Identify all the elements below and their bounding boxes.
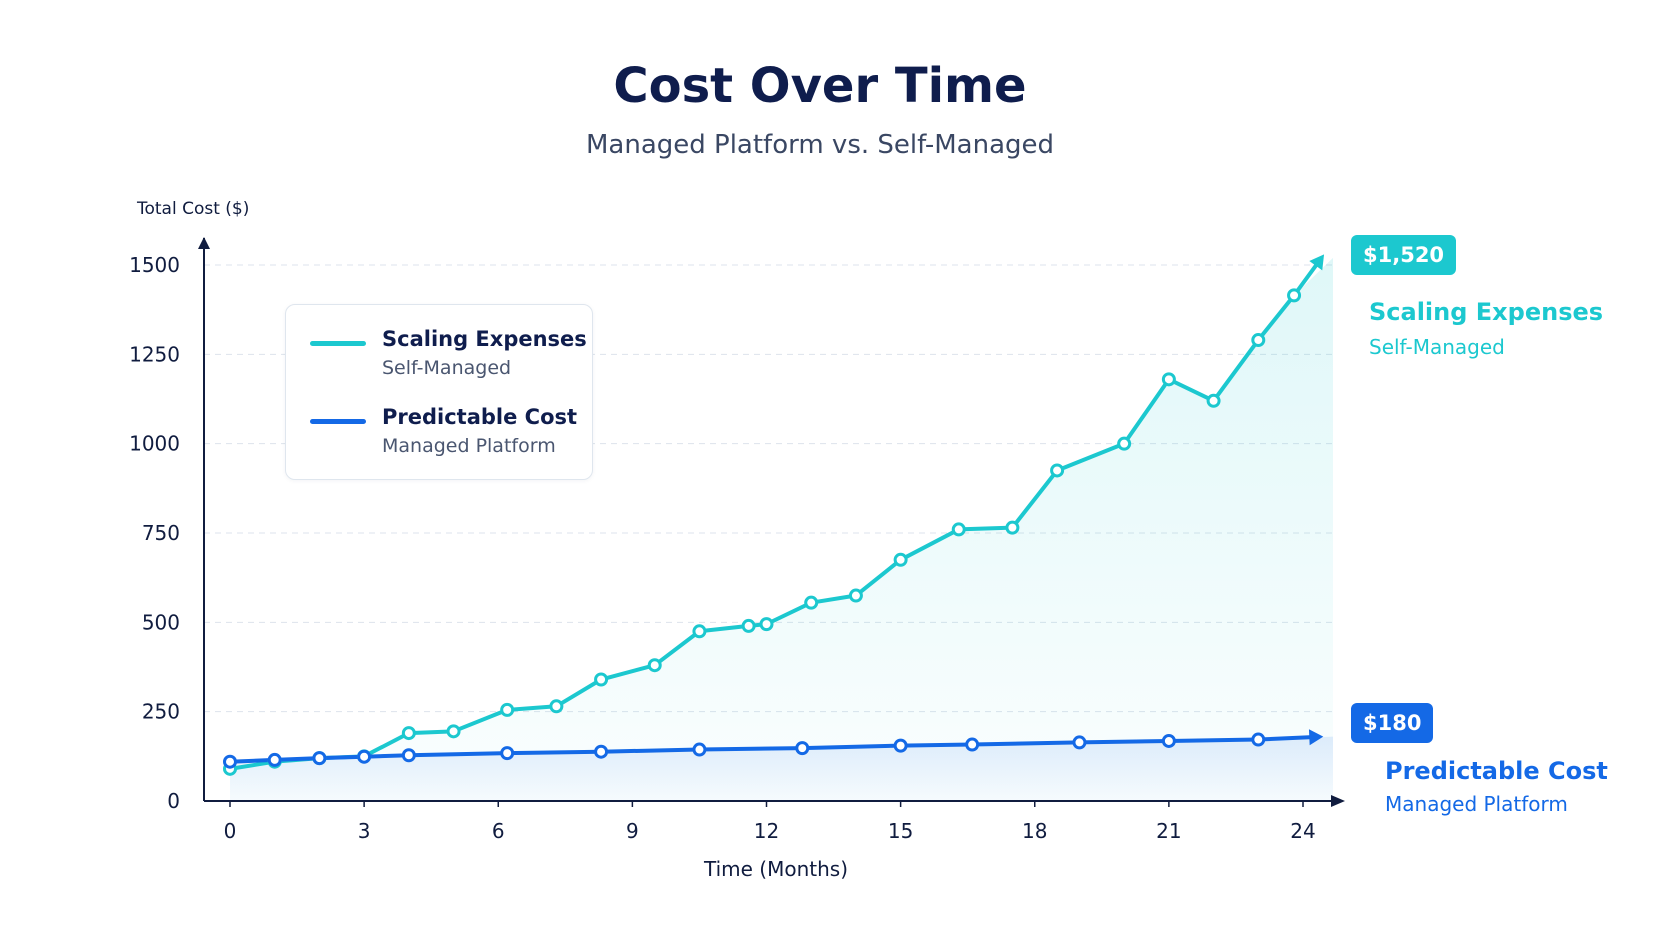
data-point-scaling-expenses (759, 617, 774, 632)
legend-sublabel: Managed Platform (382, 435, 556, 457)
data-point-predictable-cost (893, 738, 908, 753)
data-point-predictable-cost (594, 744, 609, 759)
data-point-scaling-expenses (741, 618, 756, 633)
data-point-scaling-expenses (1161, 372, 1176, 387)
y-axis-label: Total Cost ($) (137, 199, 250, 219)
x-tick-label: 15 (888, 819, 913, 843)
chart-legend: Scaling Expenses Self-Managed Predictabl… (285, 304, 593, 480)
x-axis-label: Time (Months) (703, 857, 848, 881)
x-axis-arrow (1331, 795, 1345, 807)
data-point-predictable-cost (401, 748, 416, 763)
area-scaling-expenses (230, 257, 1333, 801)
data-point-predictable-cost (500, 746, 515, 761)
y-tick-label: 250 (142, 700, 180, 724)
data-point-scaling-expenses (500, 702, 515, 717)
end-label-predictable-cost: Predictable Cost (1385, 757, 1608, 785)
data-point-scaling-expenses (401, 726, 416, 741)
data-point-scaling-expenses (804, 595, 819, 610)
end-value-badge-scaling-expenses: $1,520 (1351, 235, 1457, 275)
data-point-scaling-expenses (1117, 436, 1132, 451)
area-predictable-cost (230, 736, 1333, 801)
y-tick-label: 0 (167, 789, 180, 813)
data-point-predictable-cost (267, 752, 282, 767)
end-label-scaling-expenses: Scaling Expenses (1369, 298, 1604, 326)
series-arrow-scaling-expenses (1309, 254, 1325, 271)
data-point-scaling-expenses (1206, 393, 1221, 408)
y-tick-label: 750 (142, 521, 180, 545)
legend-swatch-predictable-cost (310, 419, 366, 424)
data-point-predictable-cost (1161, 733, 1176, 748)
data-point-scaling-expenses (692, 624, 707, 639)
data-point-scaling-expenses (446, 724, 461, 739)
x-tick-label: 9 (626, 819, 639, 843)
data-point-predictable-cost (357, 749, 372, 764)
chart-subtitle: Managed Platform vs. Self-Managed (585, 130, 1055, 160)
legend-swatch-scaling-expenses (310, 341, 366, 346)
y-axis-arrow (198, 237, 210, 249)
data-point-scaling-expenses (1050, 463, 1065, 478)
data-point-scaling-expenses (594, 672, 609, 687)
end-sublabel-scaling-expenses: Self-Managed (1369, 335, 1505, 359)
data-point-scaling-expenses (1251, 333, 1266, 348)
data-point-scaling-expenses (549, 699, 564, 714)
y-tick-label: 1250 (129, 342, 180, 366)
data-point-predictable-cost (692, 742, 707, 757)
data-point-predictable-cost (312, 751, 327, 766)
x-tick-label: 18 (1022, 819, 1047, 843)
end-value-badge-predictable-cost: $180 (1351, 703, 1434, 743)
y-tick-label: 1000 (129, 432, 180, 456)
data-point-predictable-cost (795, 741, 810, 756)
data-point-predictable-cost (223, 754, 237, 769)
x-tick-label: 24 (1290, 819, 1315, 843)
y-tick-label: 1500 (129, 253, 180, 277)
data-point-predictable-cost (1072, 735, 1087, 750)
legend-label: Scaling Expenses (382, 327, 587, 351)
data-point-scaling-expenses (1287, 288, 1302, 303)
legend-sublabel: Self-Managed (382, 357, 512, 379)
y-tick-label: 500 (142, 610, 180, 634)
data-point-predictable-cost (1251, 732, 1266, 747)
data-point-scaling-expenses (647, 658, 662, 673)
x-tick-label: 21 (1156, 819, 1181, 843)
end-sublabel-predictable-cost: Managed Platform (1385, 792, 1568, 816)
x-tick-label: 3 (358, 819, 371, 843)
x-tick-label: 12 (754, 819, 779, 843)
x-tick-label: 6 (492, 819, 505, 843)
legend-label: Predictable Cost (382, 405, 578, 429)
data-point-scaling-expenses (893, 552, 908, 567)
x-tick-label: 0 (224, 819, 237, 843)
data-point-scaling-expenses (848, 588, 863, 603)
data-point-scaling-expenses (951, 522, 966, 537)
series-arrow-predictable-cost (1308, 729, 1324, 746)
chart-title: Cost Over Time (613, 58, 1027, 114)
data-point-scaling-expenses (1005, 520, 1020, 535)
data-point-predictable-cost (965, 737, 980, 752)
